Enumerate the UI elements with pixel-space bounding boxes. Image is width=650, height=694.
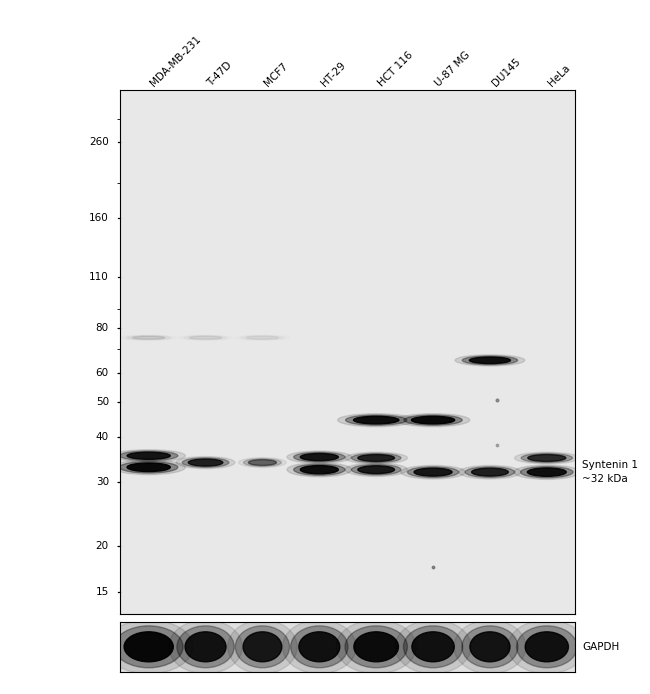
Ellipse shape bbox=[300, 453, 339, 461]
Ellipse shape bbox=[412, 632, 454, 662]
Ellipse shape bbox=[408, 467, 459, 477]
Ellipse shape bbox=[462, 626, 518, 668]
Ellipse shape bbox=[508, 620, 586, 674]
Ellipse shape bbox=[243, 632, 281, 662]
Ellipse shape bbox=[354, 632, 398, 662]
Ellipse shape bbox=[414, 468, 452, 476]
Ellipse shape bbox=[291, 626, 348, 668]
Ellipse shape bbox=[300, 466, 339, 474]
Ellipse shape bbox=[346, 415, 407, 425]
Ellipse shape bbox=[114, 626, 183, 668]
Ellipse shape bbox=[354, 416, 399, 424]
Ellipse shape bbox=[514, 465, 580, 480]
Text: MCF7: MCF7 bbox=[263, 61, 290, 88]
Ellipse shape bbox=[182, 458, 229, 467]
Text: DU145: DU145 bbox=[490, 56, 522, 88]
Ellipse shape bbox=[133, 336, 165, 339]
Ellipse shape bbox=[336, 620, 416, 674]
Ellipse shape bbox=[176, 457, 235, 468]
Text: 260: 260 bbox=[89, 137, 109, 146]
Ellipse shape bbox=[127, 336, 170, 340]
Ellipse shape bbox=[528, 455, 566, 462]
Text: U-87 MG: U-87 MG bbox=[433, 49, 472, 88]
Ellipse shape bbox=[294, 452, 345, 462]
Ellipse shape bbox=[105, 620, 193, 674]
Ellipse shape bbox=[404, 626, 463, 668]
Text: Syntenin 1
~32 kDa: Syntenin 1 ~32 kDa bbox=[582, 461, 638, 484]
Ellipse shape bbox=[515, 452, 579, 464]
Ellipse shape bbox=[465, 467, 515, 477]
Text: T-47D: T-47D bbox=[205, 60, 234, 88]
Ellipse shape bbox=[287, 451, 352, 464]
Ellipse shape bbox=[517, 626, 577, 668]
Ellipse shape bbox=[352, 464, 401, 475]
Ellipse shape bbox=[352, 453, 401, 463]
Text: 50: 50 bbox=[96, 397, 109, 407]
Text: 80: 80 bbox=[96, 323, 109, 332]
Ellipse shape bbox=[127, 452, 170, 459]
Ellipse shape bbox=[287, 463, 352, 477]
Ellipse shape bbox=[239, 457, 286, 468]
Ellipse shape bbox=[527, 468, 566, 476]
Ellipse shape bbox=[185, 632, 226, 662]
Ellipse shape bbox=[169, 620, 242, 674]
Ellipse shape bbox=[404, 415, 462, 425]
Text: GAPDH: GAPDH bbox=[582, 642, 619, 652]
Ellipse shape bbox=[337, 414, 415, 427]
Text: 60: 60 bbox=[96, 368, 109, 378]
Ellipse shape bbox=[345, 463, 408, 477]
Ellipse shape bbox=[454, 620, 526, 674]
Ellipse shape bbox=[396, 414, 470, 427]
Text: MDA-MB-231: MDA-MB-231 bbox=[149, 34, 203, 88]
Ellipse shape bbox=[358, 455, 395, 462]
Ellipse shape bbox=[235, 626, 289, 668]
Text: 30: 30 bbox=[96, 477, 109, 487]
Ellipse shape bbox=[246, 336, 279, 339]
Text: 20: 20 bbox=[96, 541, 109, 551]
Ellipse shape bbox=[525, 632, 568, 662]
Ellipse shape bbox=[358, 466, 395, 473]
Ellipse shape bbox=[411, 416, 455, 424]
Ellipse shape bbox=[395, 620, 471, 674]
Ellipse shape bbox=[469, 357, 510, 364]
Ellipse shape bbox=[401, 466, 465, 479]
Text: 110: 110 bbox=[89, 272, 109, 282]
Ellipse shape bbox=[521, 466, 573, 478]
Ellipse shape bbox=[244, 459, 281, 466]
Text: 160: 160 bbox=[89, 213, 109, 223]
Ellipse shape bbox=[112, 450, 185, 462]
Ellipse shape bbox=[283, 620, 356, 674]
Ellipse shape bbox=[112, 460, 185, 475]
Ellipse shape bbox=[294, 464, 345, 475]
Ellipse shape bbox=[459, 466, 521, 479]
Ellipse shape bbox=[189, 336, 222, 339]
Ellipse shape bbox=[177, 626, 234, 668]
Ellipse shape bbox=[227, 620, 297, 674]
Ellipse shape bbox=[120, 451, 178, 461]
Ellipse shape bbox=[521, 453, 573, 463]
Text: 15: 15 bbox=[96, 586, 109, 597]
Ellipse shape bbox=[188, 459, 223, 466]
Ellipse shape bbox=[120, 462, 178, 473]
Text: HT-29: HT-29 bbox=[319, 60, 348, 88]
Ellipse shape bbox=[462, 356, 517, 365]
Ellipse shape bbox=[345, 626, 408, 668]
Ellipse shape bbox=[455, 355, 525, 366]
Text: HeLa: HeLa bbox=[547, 62, 573, 88]
Ellipse shape bbox=[470, 632, 510, 662]
Ellipse shape bbox=[124, 632, 174, 662]
Ellipse shape bbox=[345, 452, 408, 464]
Ellipse shape bbox=[299, 632, 340, 662]
Ellipse shape bbox=[248, 459, 276, 466]
Ellipse shape bbox=[127, 463, 170, 472]
Text: HCT 116: HCT 116 bbox=[376, 49, 415, 88]
Text: 40: 40 bbox=[96, 432, 109, 442]
Ellipse shape bbox=[471, 468, 508, 476]
